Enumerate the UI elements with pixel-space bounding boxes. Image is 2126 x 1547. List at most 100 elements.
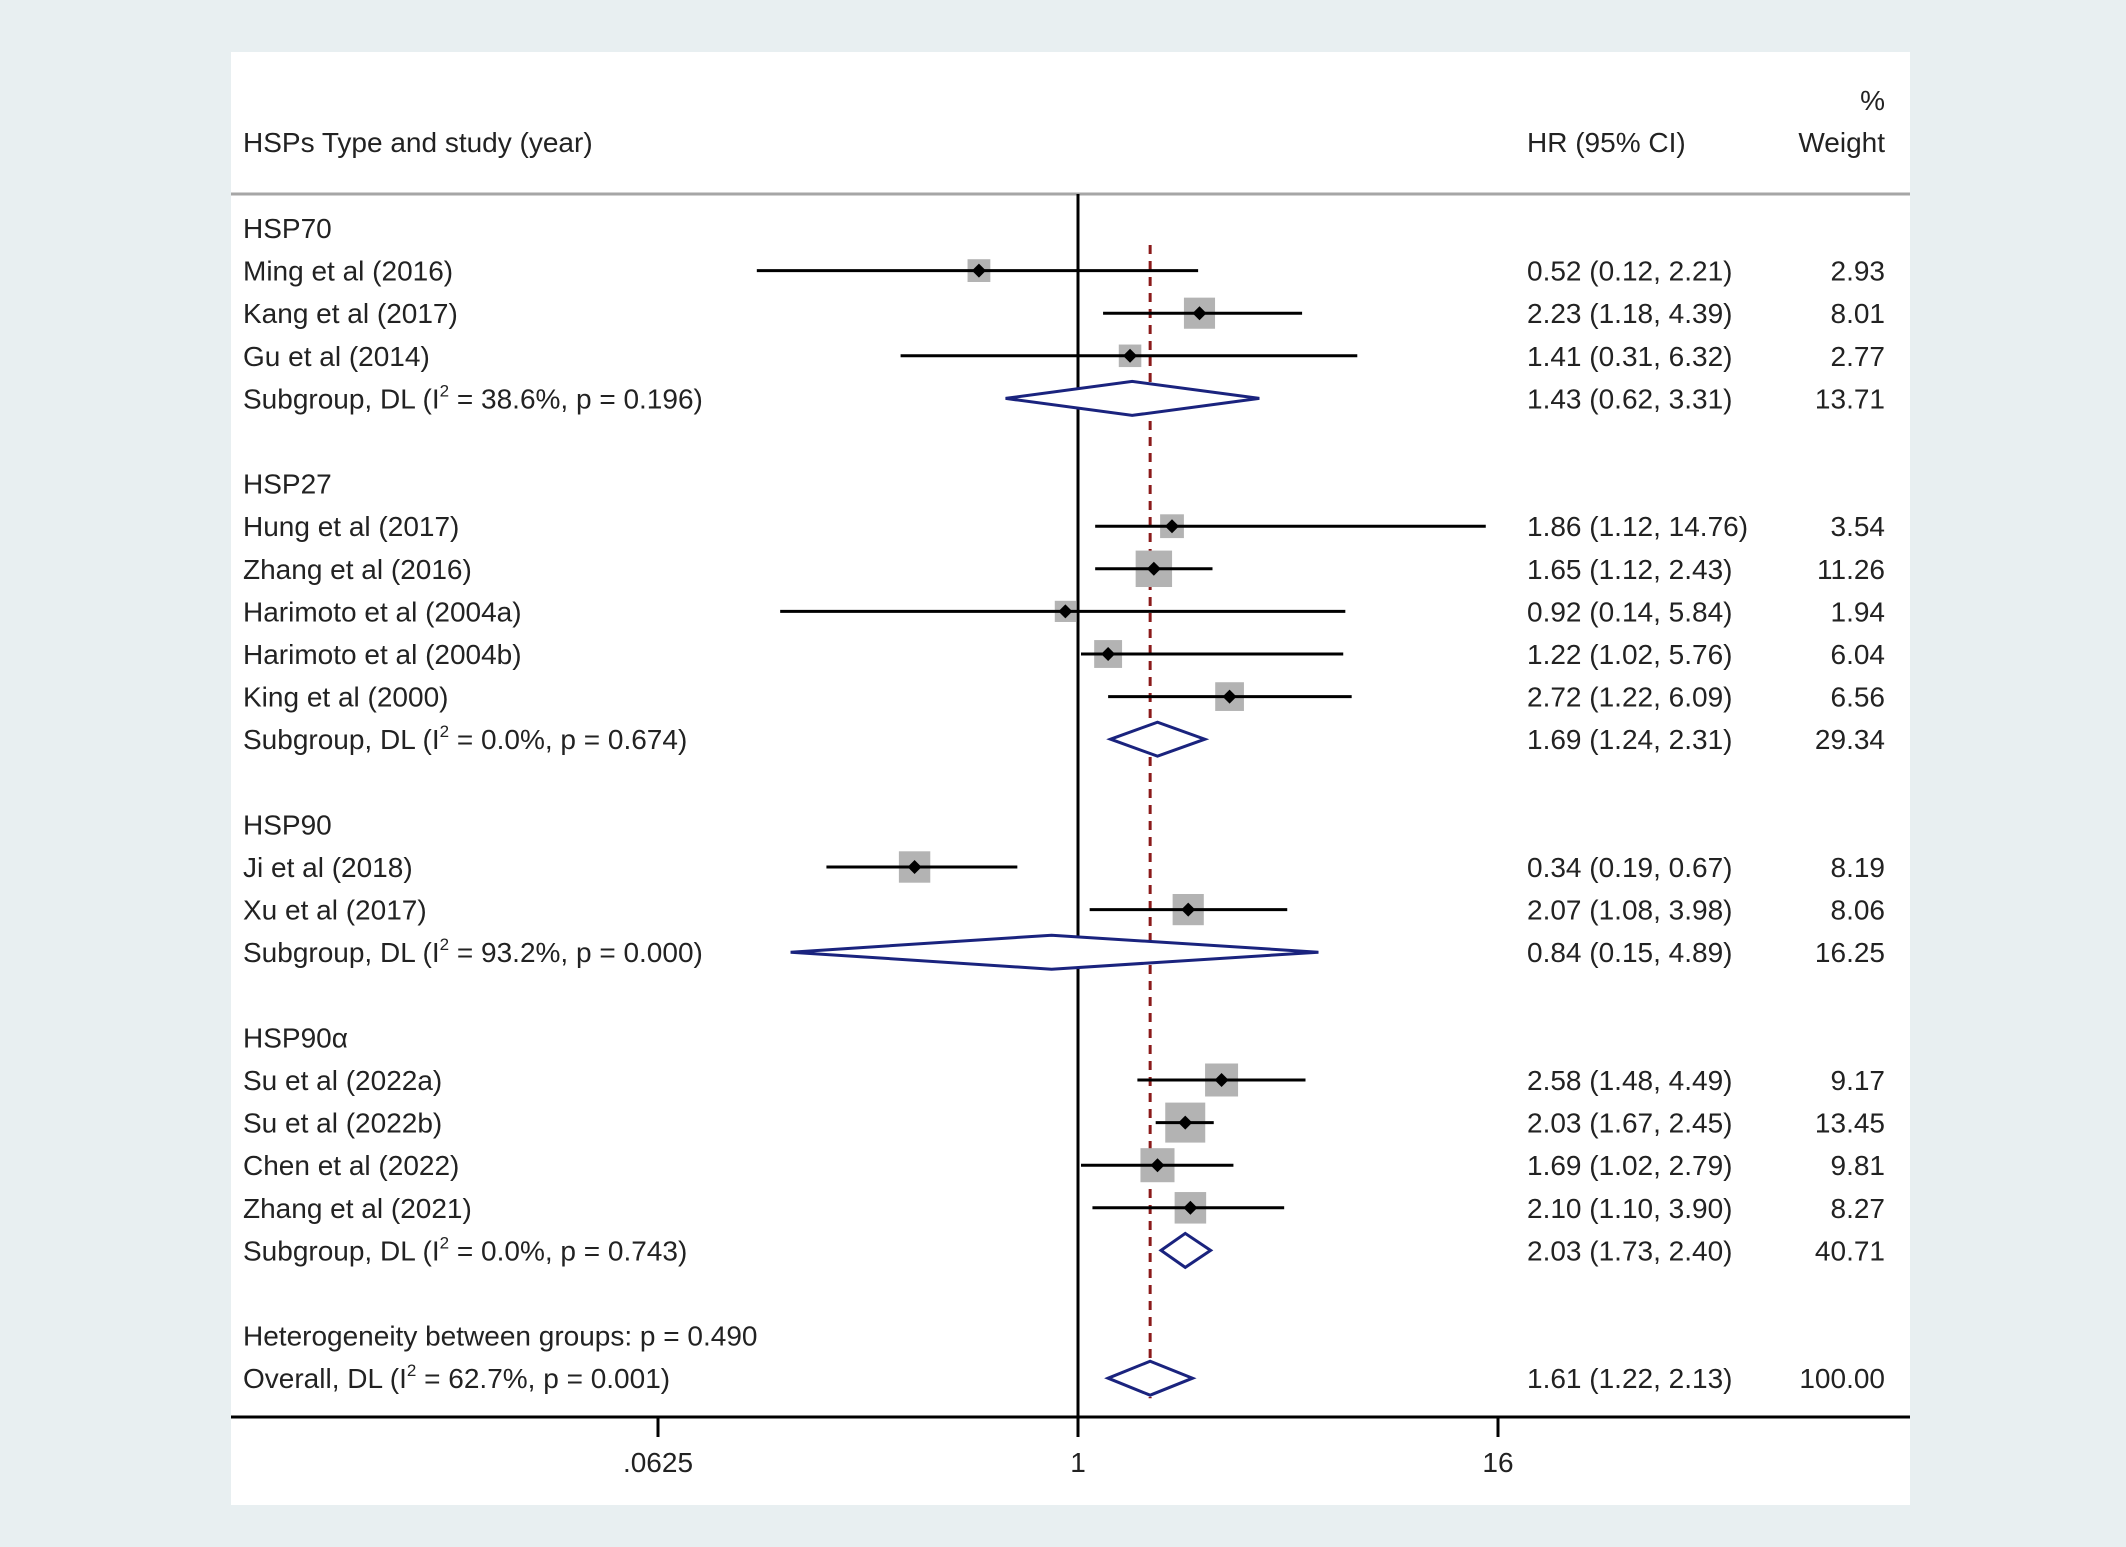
- point-estimate-marker: [1123, 348, 1138, 363]
- hr-ci-text: 2.58 (1.48, 4.49): [1527, 1065, 1732, 1096]
- weight-text: 8.27: [1831, 1193, 1886, 1224]
- subgroup-diamond: [1106, 720, 1210, 758]
- study-row: Xu et al (2017) 2.07 (1.08, 3.98) 8.06: [243, 894, 1885, 926]
- study-row: Hung et al (2017) 1.86 (1.12, 14.76) 3.54: [243, 511, 1885, 542]
- subgroup-label: Subgroup, DL (I2 = 0.0%, p = 0.674): [243, 722, 687, 755]
- hr-ci-text: 0.34 (0.19, 0.67): [1527, 852, 1732, 883]
- hr-ci-text: 1.41 (0.31, 6.32): [1527, 341, 1732, 372]
- point-estimate-marker: [1181, 902, 1196, 917]
- study-label: Harimoto et al (2004a): [243, 596, 522, 627]
- subgroup-label: Subgroup, DL (I2 = 0.0%, p = 0.743): [243, 1233, 687, 1266]
- hr-ci-text: 1.43 (0.62, 3.31): [1527, 383, 1732, 414]
- x-tick-label: 1: [1070, 1447, 1086, 1478]
- weight-text: 3.54: [1831, 511, 1886, 542]
- study-row: Zhang et al (2016) 1.65 (1.12, 2.43) 11.26: [243, 550, 1885, 588]
- point-estimate-marker: [1178, 1115, 1193, 1130]
- study-label: Harimoto et al (2004b): [243, 639, 522, 670]
- weight-text: 100.00: [1799, 1363, 1885, 1394]
- weight-text: 2.93: [1831, 256, 1886, 287]
- study-row: Ming et al (2016) 0.52 (0.12, 2.21) 2.93: [243, 256, 1885, 287]
- x-tick-label: .0625: [623, 1447, 693, 1478]
- subgroup-label: Subgroup, DL (I2 = 93.2%, p = 0.000): [243, 935, 703, 968]
- hr-ci-text: 2.72 (1.22, 6.09): [1527, 682, 1732, 713]
- weight-text: 29.34: [1815, 724, 1885, 755]
- hr-ci-text: 1.22 (1.02, 5.76): [1527, 639, 1732, 670]
- plot-panel: [231, 52, 1910, 1505]
- weight-text: 9.17: [1831, 1065, 1886, 1096]
- point-estimate-marker: [1214, 1073, 1229, 1087]
- study-row: Harimoto et al (2004b) 1.22 (1.02, 5.76) 6…: [243, 639, 1885, 670]
- hr-ci-text: 1.65 (1.12, 2.43): [1527, 554, 1732, 585]
- study-row: Su et al (2022a) 2.58 (1.48, 4.49) 9.17: [243, 1063, 1886, 1097]
- study-label: Ji et al (2018): [243, 852, 413, 883]
- group-heading: HSP90α: [243, 1022, 348, 1053]
- weight-text: 40.71: [1815, 1235, 1885, 1266]
- weight-text: 6.04: [1831, 639, 1886, 670]
- weight-text: 6.56: [1831, 682, 1886, 713]
- study-row: King et al (2000) 2.72 (1.22, 6.09) 6.56: [243, 682, 1885, 713]
- study-row: Harimoto et al (2004a) 0.92 (0.14, 5.84) 1…: [243, 596, 1885, 627]
- hr-ci-text: 0.84 (0.15, 4.89): [1527, 937, 1732, 968]
- point-estimate-marker: [1183, 1200, 1198, 1215]
- point-estimate-marker: [1165, 519, 1180, 534]
- study-label: Kang et al (2017): [243, 298, 458, 329]
- hr-ci-text: 0.52 (0.12, 2.21): [1527, 256, 1732, 287]
- study-label: Gu et al (2014): [243, 341, 430, 372]
- header-study-label: HSPs Type and study (year): [243, 127, 593, 158]
- subgroup-row: Subgroup, DL (I2 = 38.6%, p = 0.196) 1.43…: [243, 379, 1885, 417]
- forest-rows: HSP70 Ming et al (2016) 0.52 (0.12, 2.21) 2…: [243, 213, 1886, 1397]
- point-estimate-marker: [1150, 1158, 1165, 1173]
- group-heading: HSP90: [243, 809, 332, 840]
- study-label: Su et al (2022a): [243, 1065, 442, 1096]
- study-row: Zhang et al (2021) 2.10 (1.10, 3.90) 8.27: [243, 1192, 1885, 1224]
- study-row: Ji et al (2018) 0.34 (0.19, 0.67) 8.19: [243, 851, 1885, 883]
- overall-label: Overall, DL (I2 = 62.7%, p = 0.001): [243, 1361, 670, 1394]
- hr-ci-text: 1.69 (1.02, 2.79): [1527, 1150, 1732, 1181]
- weight-text: 9.81: [1831, 1150, 1886, 1181]
- hr-ci-text: 1.61 (1.22, 2.13): [1527, 1363, 1732, 1394]
- hr-ci-text: 1.86 (1.12, 14.76): [1527, 511, 1748, 542]
- weight-text: 8.06: [1831, 895, 1886, 926]
- hr-ci-text: 2.23 (1.18, 4.39): [1527, 298, 1732, 329]
- point-estimate-marker: [1222, 689, 1237, 704]
- heterogeneity-text: Heterogeneity between groups: p = 0.490: [243, 1321, 757, 1352]
- weight-text: 1.94: [1831, 596, 1886, 627]
- subgroup-row: Subgroup, DL (I2 = 0.0%, p = 0.674) 1.69 …: [243, 720, 1885, 758]
- subgroup-label: Subgroup, DL (I2 = 38.6%, p = 0.196): [243, 381, 703, 414]
- study-label: Chen et al (2022): [243, 1150, 459, 1181]
- weight-text: 8.19: [1831, 852, 1886, 883]
- group-heading: HSP70: [243, 213, 332, 244]
- overall-row: Overall, DL (I2 = 62.7%, p = 0.001) 1.61 …: [243, 1359, 1885, 1397]
- point-estimate-marker: [1146, 561, 1161, 576]
- study-label: King et al (2000): [243, 682, 448, 713]
- hr-ci-text: 0.92 (0.14, 5.84): [1527, 596, 1732, 627]
- study-label: Ming et al (2016): [243, 256, 453, 287]
- hr-ci-text: 2.10 (1.10, 3.90): [1527, 1193, 1732, 1224]
- study-label: Zhang et al (2021): [243, 1193, 472, 1224]
- hr-ci-text: 1.69 (1.24, 2.31): [1527, 724, 1732, 755]
- hr-ci-text: 2.03 (1.73, 2.40): [1527, 1235, 1732, 1266]
- weight-text: 11.26: [1817, 554, 1885, 585]
- study-row: Gu et al (2014) 1.41 (0.31, 6.32) 2.77: [243, 341, 1885, 372]
- hr-ci-text: 2.03 (1.67, 2.45): [1527, 1108, 1732, 1139]
- subgroup-diamond: [1005, 379, 1260, 417]
- x-tick-label: 16: [1482, 1447, 1513, 1478]
- study-label: Zhang et al (2016): [243, 554, 472, 585]
- point-estimate-marker: [1192, 306, 1207, 321]
- subgroup-diamond: [1158, 1231, 1214, 1270]
- point-estimate-marker: [1101, 647, 1116, 661]
- subgroup-row: Subgroup, DL (I2 = 93.2%, p = 0.000) 0.84…: [243, 933, 1885, 971]
- group-heading: HSP27: [243, 469, 332, 500]
- study-label: Xu et al (2017): [243, 895, 427, 926]
- weight-text: 13.45: [1815, 1108, 1885, 1139]
- point-estimate-marker: [907, 860, 922, 874]
- subgroup-row: Subgroup, DL (I2 = 0.0%, p = 0.743) 2.03 …: [243, 1231, 1885, 1270]
- study-label: Hung et al (2017): [243, 511, 459, 542]
- weight-text: 16.25: [1815, 937, 1885, 968]
- weight-text: 13.71: [1815, 383, 1885, 414]
- header-weight-pct: %: [1860, 85, 1885, 116]
- study-row: Chen et al (2022) 1.69 (1.02, 2.79) 9.81: [243, 1148, 1886, 1183]
- point-estimate-marker: [1058, 604, 1073, 619]
- x-axis: .0625 1 16: [231, 1415, 1910, 1478]
- overall-diamond: [1104, 1359, 1197, 1397]
